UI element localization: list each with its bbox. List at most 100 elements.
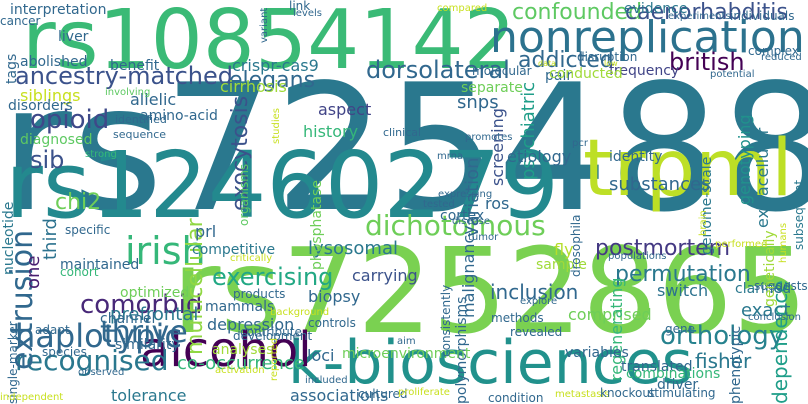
cloud-word: disruption: [577, 50, 638, 64]
cloud-word: brain: [698, 210, 709, 236]
cloud-word: microenvironment: [342, 346, 471, 362]
cloud-word: allelic: [130, 90, 177, 109]
cloud-word: comprised: [568, 305, 652, 324]
cloud-word: proliferate: [398, 387, 450, 398]
cloud-word: species: [42, 345, 87, 359]
cloud-word: extracellular: [753, 127, 772, 228]
cloud-word: permutation: [615, 262, 751, 287]
cloud-word: recognised: [15, 344, 169, 377]
cloud-word: consistently: [439, 284, 453, 357]
cloud-word: channel: [100, 311, 156, 327]
cloud-word: etiology: [507, 147, 572, 166]
cloud-word: aim: [397, 336, 416, 347]
cloud-word: comorbid: [80, 290, 203, 320]
cloud-word: associations: [290, 386, 389, 404]
cloud-word: strong: [85, 149, 117, 160]
cloud-word: disorders: [8, 98, 73, 114]
cloud-word: tumor: [468, 232, 499, 243]
cloud-word: promotes: [465, 132, 513, 143]
cloud-word: postmortem: [595, 236, 731, 261]
cloud-word: reduced: [761, 52, 802, 63]
cloud-word: similarity: [115, 337, 180, 353]
cloud-word: studies: [271, 108, 282, 144]
cloud-word: depression: [207, 315, 295, 334]
cloud-word: cortex: [440, 208, 485, 224]
cloud-word: ancestry-matched: [15, 62, 234, 90]
cloud-word: pcr: [572, 138, 588, 149]
cloud-word: levels: [293, 8, 322, 19]
cloud-word: compared: [437, 3, 488, 14]
cloud-word: tested: [423, 199, 455, 210]
cloud-word: inclusion: [490, 280, 579, 304]
cloud-word: activation: [215, 365, 265, 376]
cloud-word: controls: [308, 316, 356, 330]
cloud-word: driver: [657, 377, 699, 393]
cloud-word: tolerance: [111, 386, 187, 404]
cloud-word: variant: [259, 7, 270, 43]
cloud-word: pair: [545, 68, 573, 84]
cloud-word: maintained: [60, 257, 140, 273]
cloud-word: knockout: [600, 386, 655, 400]
cloud-word: included: [305, 375, 348, 386]
cloud-word: exact: [741, 300, 791, 321]
cloud-word: elegans: [229, 68, 316, 93]
cloud-word: data: [538, 59, 557, 68]
cloud-word: rs7252865: [172, 222, 808, 360]
cloud-word: stimulating: [648, 386, 716, 400]
cloud-word: identity: [609, 149, 663, 165]
cloud-word: british: [669, 48, 745, 76]
cloud-word: specific: [65, 223, 111, 237]
cloud-word: genotyping: [735, 114, 754, 205]
cloud-word: snps: [457, 92, 499, 113]
cloud-word: optimized: [120, 285, 190, 301]
cloud-word: rs10854142: [22, 0, 516, 88]
cloud-word: cirrhosis: [220, 77, 287, 96]
cloud-word: dichotomous: [365, 209, 546, 242]
cloud-word: dorsolateral: [366, 56, 510, 84]
cloud-word: translated: [621, 359, 693, 375]
cloud-word: k-biosciences: [288, 328, 693, 398]
cloud-word: conducted: [549, 66, 623, 82]
cloud-word: switch: [657, 281, 709, 300]
cloud-word: siblings: [20, 86, 81, 105]
cloud-word: clarified: [735, 281, 792, 297]
cloud-word: ros: [485, 194, 510, 213]
cloud-word: condition: [488, 391, 544, 404]
cloud-word: rs12460279: [5, 132, 560, 239]
cloud-word: carrying: [352, 266, 418, 285]
cloud-word: rs7254880: [0, 48, 808, 251]
cloud-word: separate: [461, 80, 523, 96]
cloud-word: aspect: [318, 100, 372, 119]
cloud-word: amino-acid: [140, 108, 218, 124]
cloud-word: genome-scale: [699, 156, 715, 255]
cloud-word: organisms: [237, 163, 251, 226]
cloud-word: phosphatase: [309, 180, 325, 270]
cloud-word: abolished: [20, 54, 88, 70]
cloud-word: mrna: [437, 151, 464, 162]
cloud-word: liver: [58, 29, 89, 45]
cloud-word: critically: [230, 253, 273, 264]
cloud-word: substances: [609, 174, 711, 195]
cloud-word: nucleotide: [1, 201, 17, 275]
cloud-word: alcohol: [140, 322, 312, 378]
cloud-word: analyses: [212, 342, 274, 358]
cloud-word: haplotypic: [15, 317, 182, 355]
cloud-word: drosophila: [569, 214, 583, 277]
cloud-word: cohort: [60, 265, 99, 279]
cloud-word: molecular: [472, 64, 532, 78]
cloud-word: low: [604, 59, 618, 68]
cloud-word: fisher: [695, 349, 752, 373]
cloud-word: suggests: [754, 279, 808, 293]
cloud-word: reported: [269, 337, 280, 381]
cloud-word: benefit: [110, 58, 160, 74]
cloud-word: explore: [520, 296, 558, 307]
cloud-word: sequence: [113, 128, 167, 141]
cloud-word: individuals: [730, 9, 795, 23]
cloud-word: frequency: [609, 63, 680, 79]
cloud-word: involving: [105, 87, 151, 98]
cloud-word: tags: [4, 53, 20, 84]
cloud-word: clinical: [383, 126, 422, 139]
cloud-word: co-occurrence: [177, 353, 305, 374]
cloud-word: caenorhabditis: [625, 0, 788, 25]
cloud-word: disease: [452, 216, 490, 227]
